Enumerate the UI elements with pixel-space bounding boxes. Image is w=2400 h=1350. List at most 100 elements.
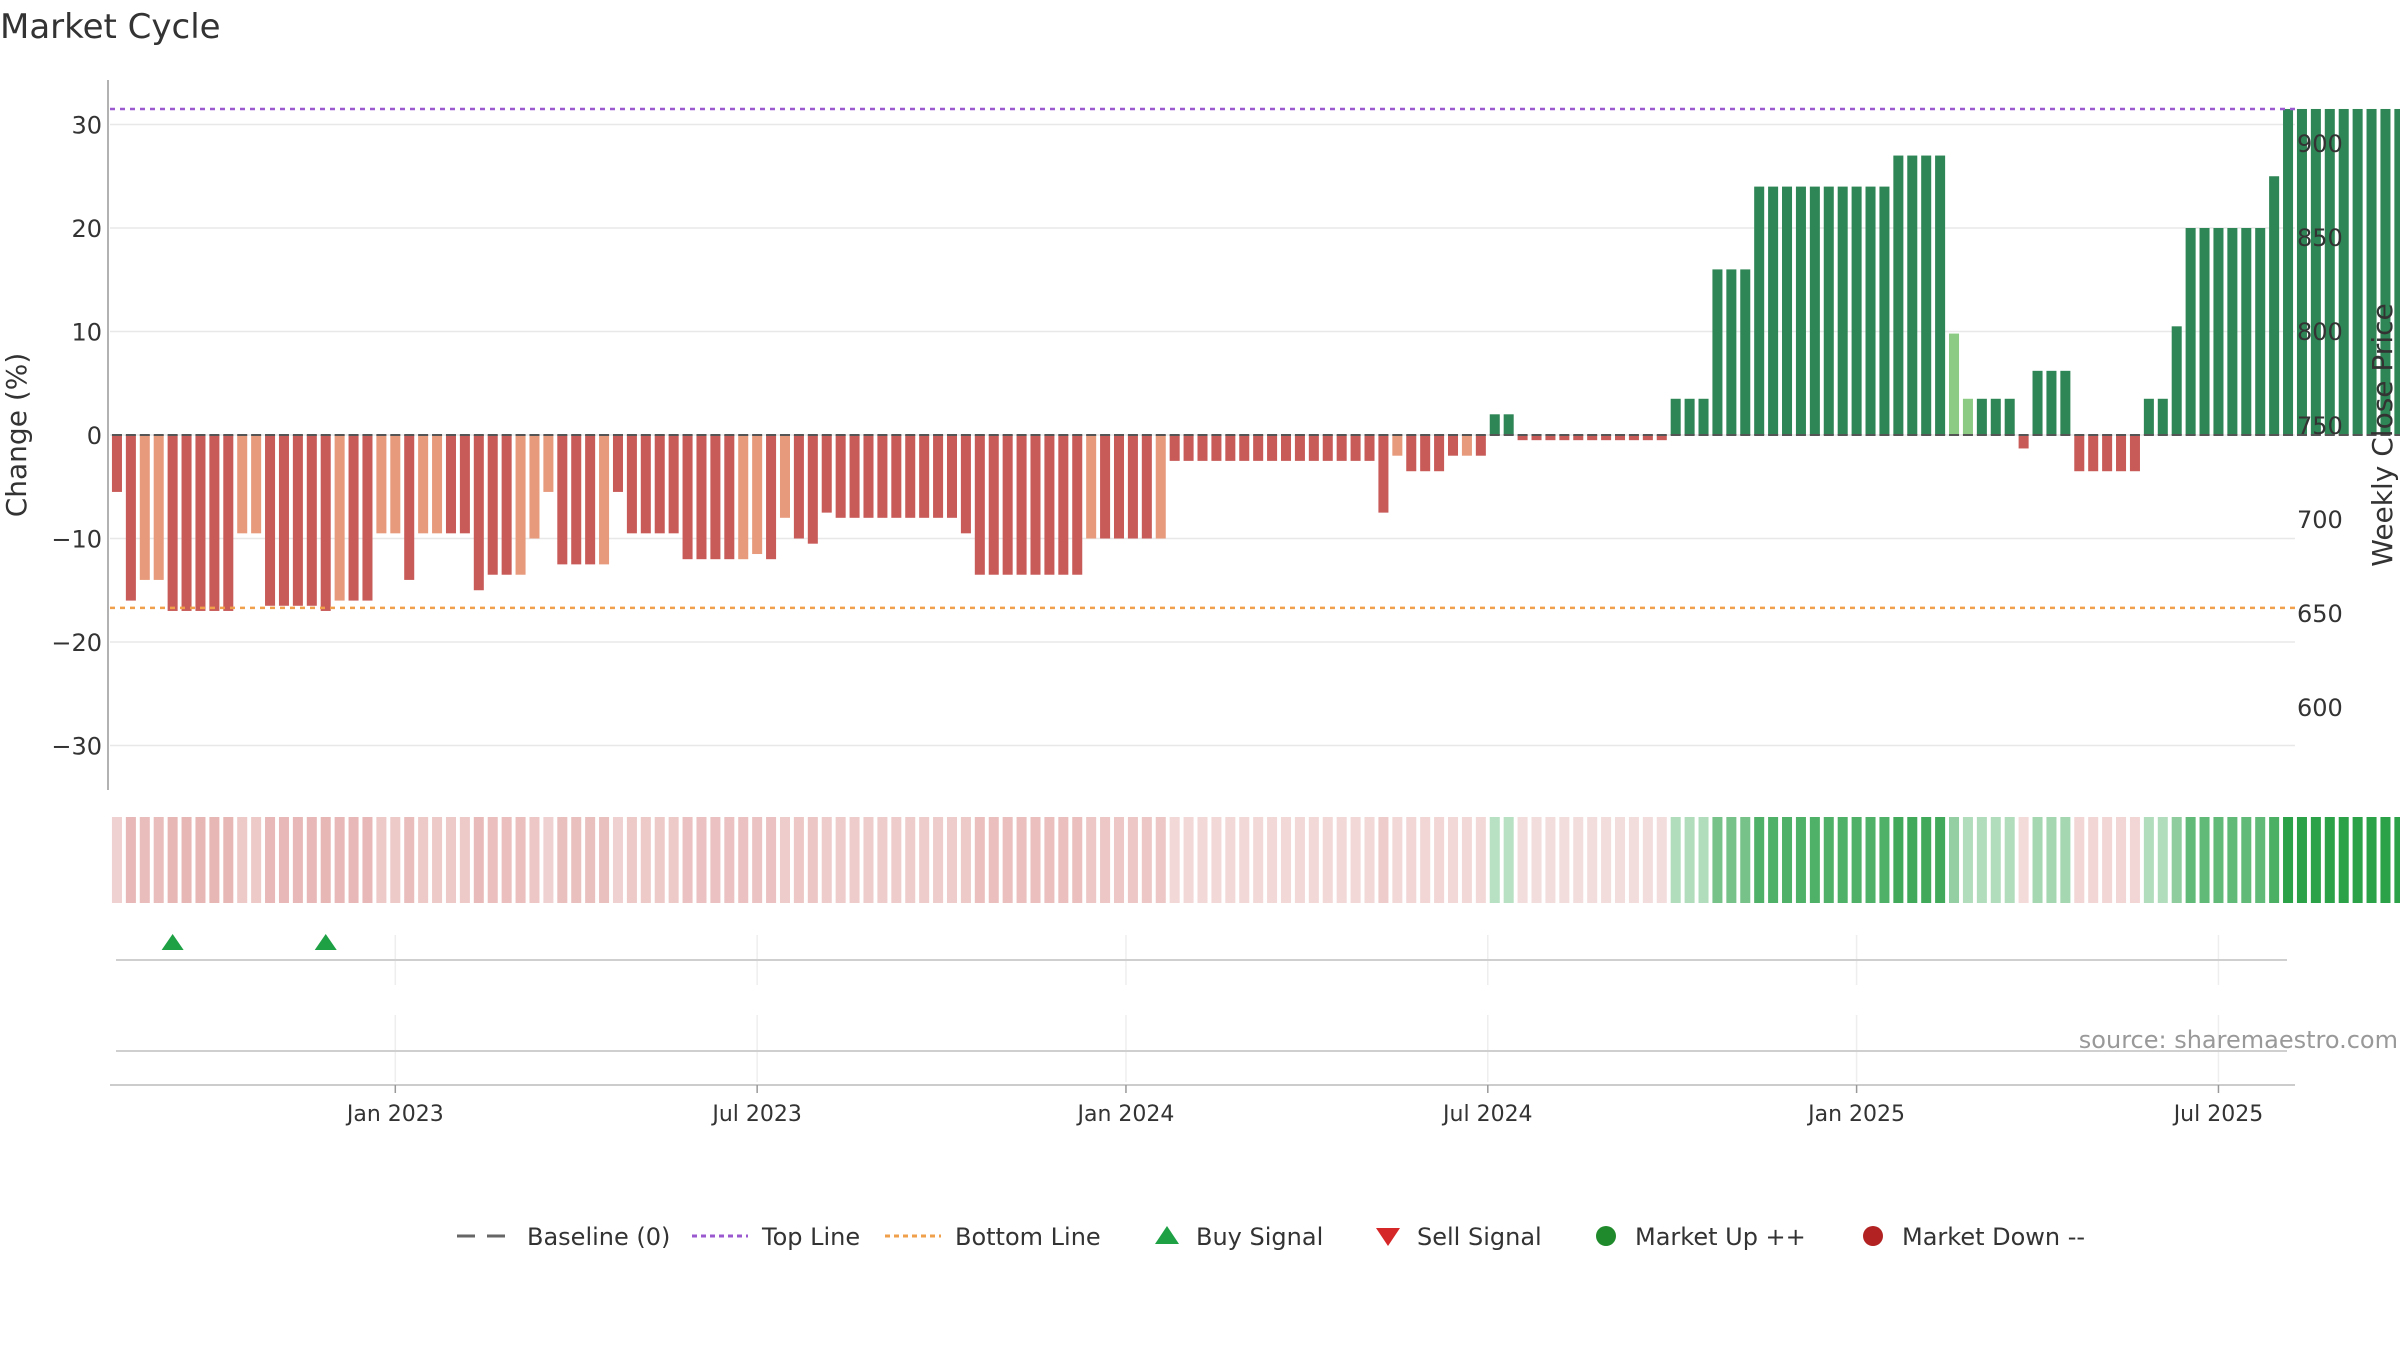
bar bbox=[2394, 108, 2400, 435]
heat-cell bbox=[1141, 817, 1152, 903]
bar bbox=[1294, 435, 1305, 461]
bar bbox=[1086, 435, 1097, 539]
heat-cell bbox=[320, 817, 331, 903]
bar bbox=[1921, 155, 1932, 436]
bar bbox=[1754, 186, 1765, 435]
bar bbox=[1795, 186, 1806, 435]
y-tick-label-left: 30 bbox=[71, 112, 102, 140]
heat-cell bbox=[1768, 817, 1779, 903]
heat-cell bbox=[1740, 817, 1751, 903]
bar bbox=[1267, 435, 1278, 461]
heat-cell bbox=[390, 817, 401, 903]
bar bbox=[2283, 108, 2294, 435]
heat-cell bbox=[1698, 817, 1709, 903]
heat-cell bbox=[2241, 817, 2252, 903]
bar bbox=[1211, 435, 1222, 461]
heat-cell bbox=[362, 817, 373, 903]
heat-cell bbox=[1002, 817, 1013, 903]
bars bbox=[111, 108, 2400, 611]
chart-title: Market Cycle bbox=[0, 7, 221, 47]
heat-cell bbox=[1656, 817, 1667, 903]
bar bbox=[1378, 435, 1389, 513]
y-tick-label-right: 650 bbox=[2297, 600, 2343, 628]
bar bbox=[1559, 435, 1570, 441]
bar bbox=[1962, 398, 1973, 435]
heat-cell bbox=[1322, 817, 1333, 903]
bar bbox=[863, 435, 874, 518]
heat-cell bbox=[2213, 817, 2224, 903]
legend-label: Buy Signal bbox=[1196, 1223, 1323, 1251]
heat-cell bbox=[1169, 817, 1180, 903]
heat-cell bbox=[1489, 817, 1500, 903]
heat-cell bbox=[821, 817, 832, 903]
bar bbox=[2088, 435, 2099, 472]
heat-cell bbox=[710, 817, 721, 903]
bar bbox=[445, 435, 456, 534]
heat-cell bbox=[891, 817, 902, 903]
heat-cell bbox=[1809, 817, 1820, 903]
heat-cell bbox=[1239, 817, 1250, 903]
y-tick-label-left: −20 bbox=[51, 629, 102, 657]
y-tick-label-left: 20 bbox=[71, 215, 102, 243]
heat-cell bbox=[2366, 817, 2377, 903]
heat-cell bbox=[432, 817, 443, 903]
bar bbox=[2310, 108, 2321, 435]
bar bbox=[1280, 435, 1292, 461]
heat-cell bbox=[543, 817, 554, 903]
heat-cell bbox=[292, 817, 303, 903]
bar bbox=[2074, 435, 2085, 472]
bar bbox=[1155, 435, 1166, 539]
bar bbox=[724, 435, 735, 560]
heat-cell bbox=[2324, 817, 2335, 903]
bar bbox=[710, 435, 721, 560]
heat-cell bbox=[1726, 817, 1737, 903]
heat-cell bbox=[2310, 817, 2321, 903]
bar bbox=[612, 435, 623, 492]
heat-cell bbox=[348, 817, 359, 903]
bar bbox=[487, 435, 498, 575]
heat-cell bbox=[2157, 817, 2168, 903]
bar bbox=[1475, 435, 1486, 456]
bar bbox=[1072, 435, 1083, 575]
heat-cell bbox=[209, 817, 220, 903]
heat-cell bbox=[1795, 817, 1806, 903]
heat-cell bbox=[1976, 817, 1987, 903]
heat-cell bbox=[1225, 817, 1236, 903]
heat-cell bbox=[1935, 817, 1946, 903]
heat-cell bbox=[501, 817, 512, 903]
heat-cell bbox=[1155, 817, 1166, 903]
heat-cell bbox=[1294, 817, 1305, 903]
bar bbox=[2129, 435, 2140, 472]
y-tick-label-right: 750 bbox=[2297, 412, 2343, 440]
bar bbox=[821, 435, 832, 513]
heat-cell bbox=[2171, 817, 2182, 903]
heat-cell bbox=[1475, 817, 1486, 903]
bar bbox=[306, 435, 317, 606]
bar bbox=[501, 435, 512, 575]
heat-cell bbox=[2143, 817, 2154, 903]
heat-cell bbox=[139, 817, 150, 903]
bar bbox=[348, 435, 359, 601]
source-note: source: sharemaestro.com bbox=[2079, 1026, 2398, 1054]
x-tick-label: Jul 2024 bbox=[1441, 1102, 1533, 1127]
legend-label: Sell Signal bbox=[1417, 1223, 1542, 1251]
bar bbox=[459, 435, 470, 534]
heat-cell bbox=[933, 817, 944, 903]
bar bbox=[766, 435, 777, 560]
heat-cell bbox=[1211, 817, 1222, 903]
heat-cell bbox=[988, 817, 999, 903]
bar bbox=[1169, 435, 1180, 461]
bar bbox=[1447, 435, 1459, 456]
bar bbox=[223, 435, 234, 611]
bar bbox=[2171, 326, 2182, 435]
bar bbox=[1016, 435, 1027, 575]
bar bbox=[1461, 435, 1472, 456]
heat-cell bbox=[2380, 817, 2391, 903]
legend-label: Market Down -- bbox=[1902, 1223, 2085, 1251]
heat-cell bbox=[612, 817, 623, 903]
heat-cell bbox=[2394, 817, 2400, 903]
bar bbox=[1949, 333, 1960, 435]
axes: 30 20 10 0 −10 −20 −30 900 850 800 750 700 650 600 bbox=[51, 80, 2343, 790]
bar bbox=[1768, 186, 1779, 435]
